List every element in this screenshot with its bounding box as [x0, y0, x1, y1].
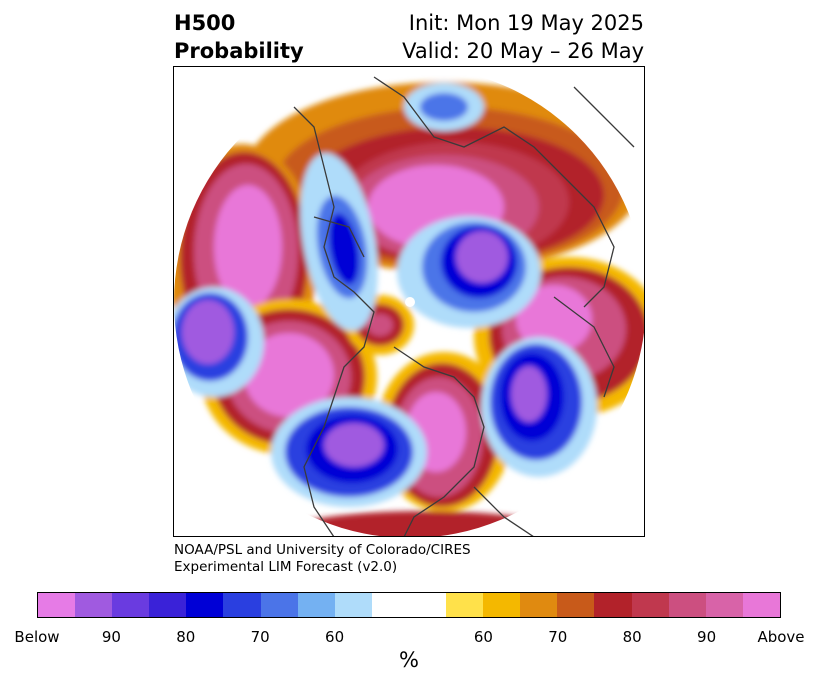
colorbar-tick-label: 90	[697, 628, 717, 646]
title-variable: H500	[174, 11, 236, 35]
colorbar-tick-label: 80	[622, 628, 642, 646]
colorbar-unit: %	[399, 648, 419, 672]
colorbar-tick-label: 60	[473, 628, 493, 646]
colorbar-swatch	[742, 593, 780, 617]
colorbar-swatch	[38, 593, 76, 617]
colorbar-swatch	[668, 593, 706, 617]
colorbar-swatch	[446, 593, 484, 617]
title-quantity: Probability	[174, 39, 304, 63]
map-canvas	[174, 67, 644, 536]
colorbar-swatch	[520, 593, 558, 617]
colorbar-swatch	[334, 593, 372, 617]
colorbar-swatch	[112, 593, 150, 617]
colorbar-swatch	[260, 593, 298, 617]
colorbar-swatch	[557, 593, 595, 617]
valid-range: Valid: 20 May – 26 May	[402, 39, 644, 63]
colorbar-tick-label: 60	[325, 628, 345, 646]
colorbar-swatch	[483, 593, 521, 617]
colorbar-swatch	[223, 593, 261, 617]
credit-line-1: NOAA/PSL and University of Colorado/CIRE…	[174, 542, 471, 558]
coastlines	[293, 76, 635, 536]
pole-marker	[405, 297, 415, 307]
colorbar-swatch	[149, 593, 187, 617]
colorbar-tick-label: 70	[548, 628, 568, 646]
colorbar-tick-label: Below	[14, 628, 60, 646]
colorbar-swatch	[705, 593, 743, 617]
colorbar-tick-label: 80	[176, 628, 196, 646]
colorbar-swatch	[75, 593, 113, 617]
colorbar	[37, 592, 781, 618]
probability-map	[173, 66, 645, 537]
anomaly-field	[174, 67, 644, 536]
title-right: Init: Mon 19 May 2025 Valid: 20 May – 26…	[402, 9, 644, 65]
colorbar-tick-label: 90	[101, 628, 121, 646]
colorbar-swatch	[297, 593, 335, 617]
colorbar-swatch	[371, 593, 447, 617]
colorbar-tick-label: 70	[250, 628, 270, 646]
credit-text: NOAA/PSL and University of Colorado/CIRE…	[174, 542, 471, 576]
title-left: H500 Probability	[174, 9, 304, 65]
init-date: Init: Mon 19 May 2025	[408, 11, 644, 35]
colorbar-swatch	[186, 593, 224, 617]
colorbar-swatch	[594, 593, 632, 617]
colorbar-swatch	[631, 593, 669, 617]
credit-line-2: Experimental LIM Forecast (v2.0)	[174, 559, 398, 575]
colorbar-tick-label: Above	[757, 628, 805, 646]
